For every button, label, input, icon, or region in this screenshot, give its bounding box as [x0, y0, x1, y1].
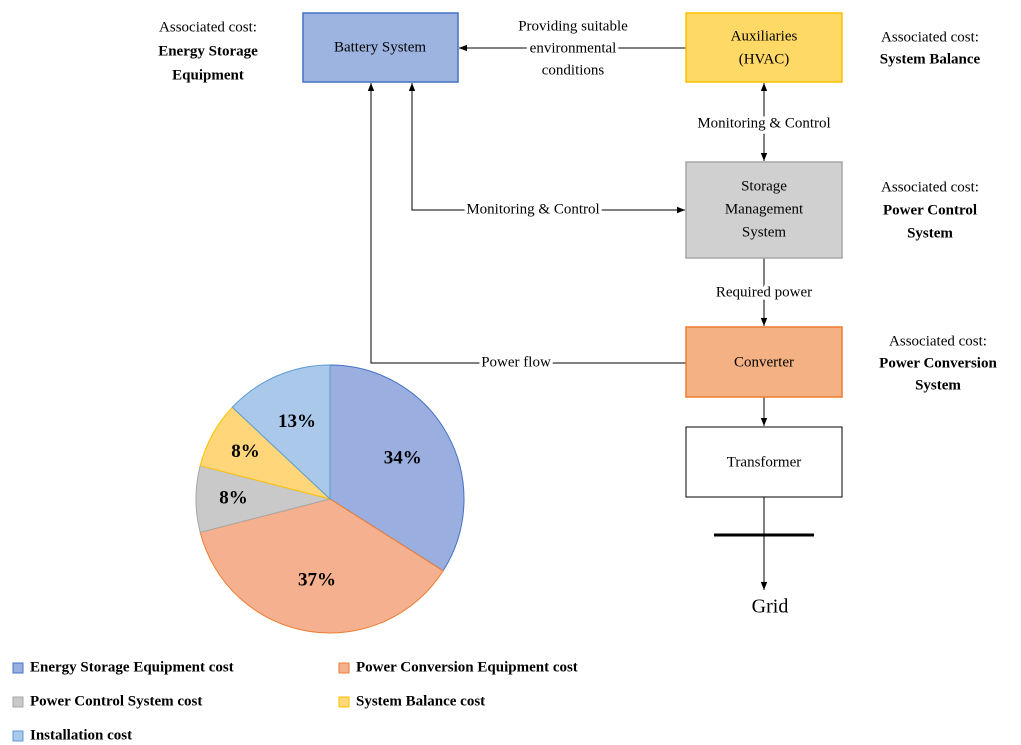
pie-slice	[199, 498, 444, 634]
node-label: (HVAC)	[739, 51, 790, 67]
transformer-box	[685, 426, 843, 498]
arrow	[408, 83, 685, 214]
node-label: Transformer	[727, 454, 801, 470]
edge-label: Providing suitable	[518, 18, 628, 34]
legend-swatch	[12, 696, 24, 708]
slice-label: 8%	[231, 441, 260, 462]
cost-caption: Associated cost:	[881, 179, 979, 195]
slice-label: 8%	[219, 487, 248, 508]
legend-swatch	[338, 696, 350, 708]
cost-name: System	[915, 377, 961, 393]
slice-label: 37%	[298, 569, 336, 590]
node-label: Auxiliaries	[731, 28, 798, 44]
edge-label: Required power	[716, 284, 812, 300]
legend-label: System Balance cost	[356, 693, 485, 709]
auxiliaries-box	[685, 12, 843, 83]
node-label: Storage	[741, 178, 787, 194]
edge-label: environmental	[530, 40, 617, 56]
pie-slice	[231, 364, 331, 501]
cost-name: Power Conversion	[879, 355, 997, 371]
legend-label: Power Control System cost	[30, 693, 202, 709]
edge-label: Monitoring & Control	[466, 201, 599, 217]
node-label: Battery System	[334, 39, 426, 55]
cost-name: Energy Storage	[158, 43, 258, 59]
cost-caption: Associated cost:	[889, 333, 987, 349]
legend-label: Energy Storage Equipment cost	[30, 659, 234, 675]
slice-label: 34%	[384, 447, 422, 468]
legend-swatch	[12, 662, 24, 674]
cost-caption: Associated cost:	[881, 29, 979, 45]
sms-box	[685, 161, 843, 259]
cost-name: Power Control	[883, 202, 977, 218]
node-label: Converter	[734, 354, 794, 370]
node-label: System	[742, 224, 787, 240]
legend-label: Installation cost	[30, 727, 132, 743]
arrow	[367, 83, 686, 364]
edge-label: Monitoring & Control	[697, 115, 830, 131]
cost-name: Equipment	[172, 67, 244, 83]
cost-name: System	[907, 225, 953, 241]
slice-label: 13%	[278, 411, 316, 432]
connectors	[367, 44, 814, 590]
converter-box	[685, 326, 843, 398]
legend-swatch	[12, 730, 24, 742]
edge-label: conditions	[542, 62, 605, 78]
grid-label: Grid	[752, 596, 789, 618]
edge-label: Power flow	[481, 354, 551, 370]
cost-caption: Associated cost:	[159, 19, 257, 35]
node-label: Management	[725, 201, 804, 217]
cost-name: System Balance	[880, 51, 981, 67]
pie-slice	[329, 364, 465, 572]
legend-swatch	[338, 662, 350, 674]
battery-box	[302, 12, 459, 83]
pie-chart: 34% 37% 8% 8% 13% Energy Storage Equipment co…	[12, 364, 578, 743]
legend-label: Power Conversion Equipment cost	[356, 659, 578, 675]
